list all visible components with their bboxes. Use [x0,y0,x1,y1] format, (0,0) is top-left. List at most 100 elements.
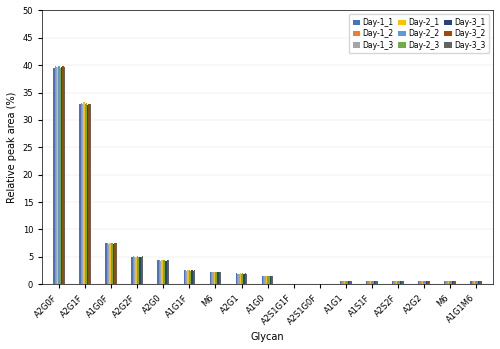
Bar [160,261,162,284]
Bar [400,281,401,284]
Bar [238,274,240,284]
Bar [346,281,348,284]
Bar [418,281,420,284]
Bar [162,260,164,284]
Bar [108,244,110,284]
Bar [474,281,476,284]
Bar [478,281,480,284]
Bar [477,281,478,284]
Bar [87,105,88,284]
Bar [366,281,368,284]
Bar [214,272,215,284]
Bar [396,281,398,284]
Bar [262,276,263,284]
Bar [242,273,244,284]
Bar [480,281,482,284]
Bar [132,256,134,284]
Y-axis label: Relative peak area (%): Relative peak area (%) [7,91,17,203]
Bar [341,281,342,284]
Bar [473,281,474,284]
Bar [61,67,62,284]
Bar [106,243,108,284]
Bar [375,281,376,284]
Bar [340,281,341,284]
Bar [402,281,404,284]
Bar [344,281,345,284]
Bar [212,272,214,284]
Bar [211,272,212,284]
Bar [60,68,61,284]
Bar [83,102,84,284]
Bar [264,276,266,284]
Bar [189,270,190,284]
Bar [241,274,242,284]
Bar [427,281,428,284]
Bar [452,281,454,284]
Bar [188,270,189,284]
Bar [138,257,139,284]
Bar [348,281,349,284]
Bar [88,104,90,284]
Bar [56,67,57,284]
Bar [372,281,374,284]
Bar [140,257,142,284]
Bar [194,270,196,284]
Bar [82,104,83,284]
Bar [268,276,270,284]
Bar [342,281,344,284]
Bar [84,104,86,284]
Bar [394,281,396,284]
Bar [374,281,375,284]
Bar [368,281,370,284]
Bar [447,281,448,284]
Bar [236,273,237,284]
Bar [428,281,430,284]
Bar [472,281,473,284]
Legend: Day-1_1, Day-1_2, Day-1_3, Day-2_1, Day-2_2, Day-2_3, Day-3_1, Day-3_2, Day-3_3: Day-1_1, Day-1_2, Day-1_3, Day-2_1, Day-… [349,14,489,53]
Bar [244,274,245,284]
Bar [345,281,346,284]
Bar [370,281,371,284]
Bar [110,243,112,284]
Bar [136,256,138,284]
Bar [184,270,185,284]
Bar [420,281,422,284]
Bar [401,281,402,284]
Bar [90,104,91,284]
Bar [237,274,238,284]
Bar [134,257,136,284]
Bar [426,281,427,284]
Bar [186,271,188,284]
Bar [216,272,218,284]
Bar [272,276,274,284]
Bar [398,281,400,284]
Bar [86,103,87,284]
X-axis label: Glycan: Glycan [251,332,284,342]
Bar [116,243,117,284]
Bar [142,256,143,284]
Bar [64,67,65,284]
Bar [240,273,241,284]
Bar [422,281,424,284]
Bar [113,244,114,284]
Bar [376,281,378,284]
Bar [114,243,116,284]
Bar [53,68,54,284]
Bar [58,66,59,284]
Bar [263,276,264,284]
Bar [245,273,246,284]
Bar [215,272,216,284]
Bar [424,281,426,284]
Bar [450,281,452,284]
Bar [470,281,472,284]
Bar [158,260,159,284]
Bar [139,257,140,284]
Bar [159,260,160,284]
Bar [166,260,168,284]
Bar [220,272,222,284]
Bar [80,103,82,284]
Bar [164,260,166,284]
Bar [270,276,271,284]
Bar [168,260,169,284]
Bar [246,274,248,284]
